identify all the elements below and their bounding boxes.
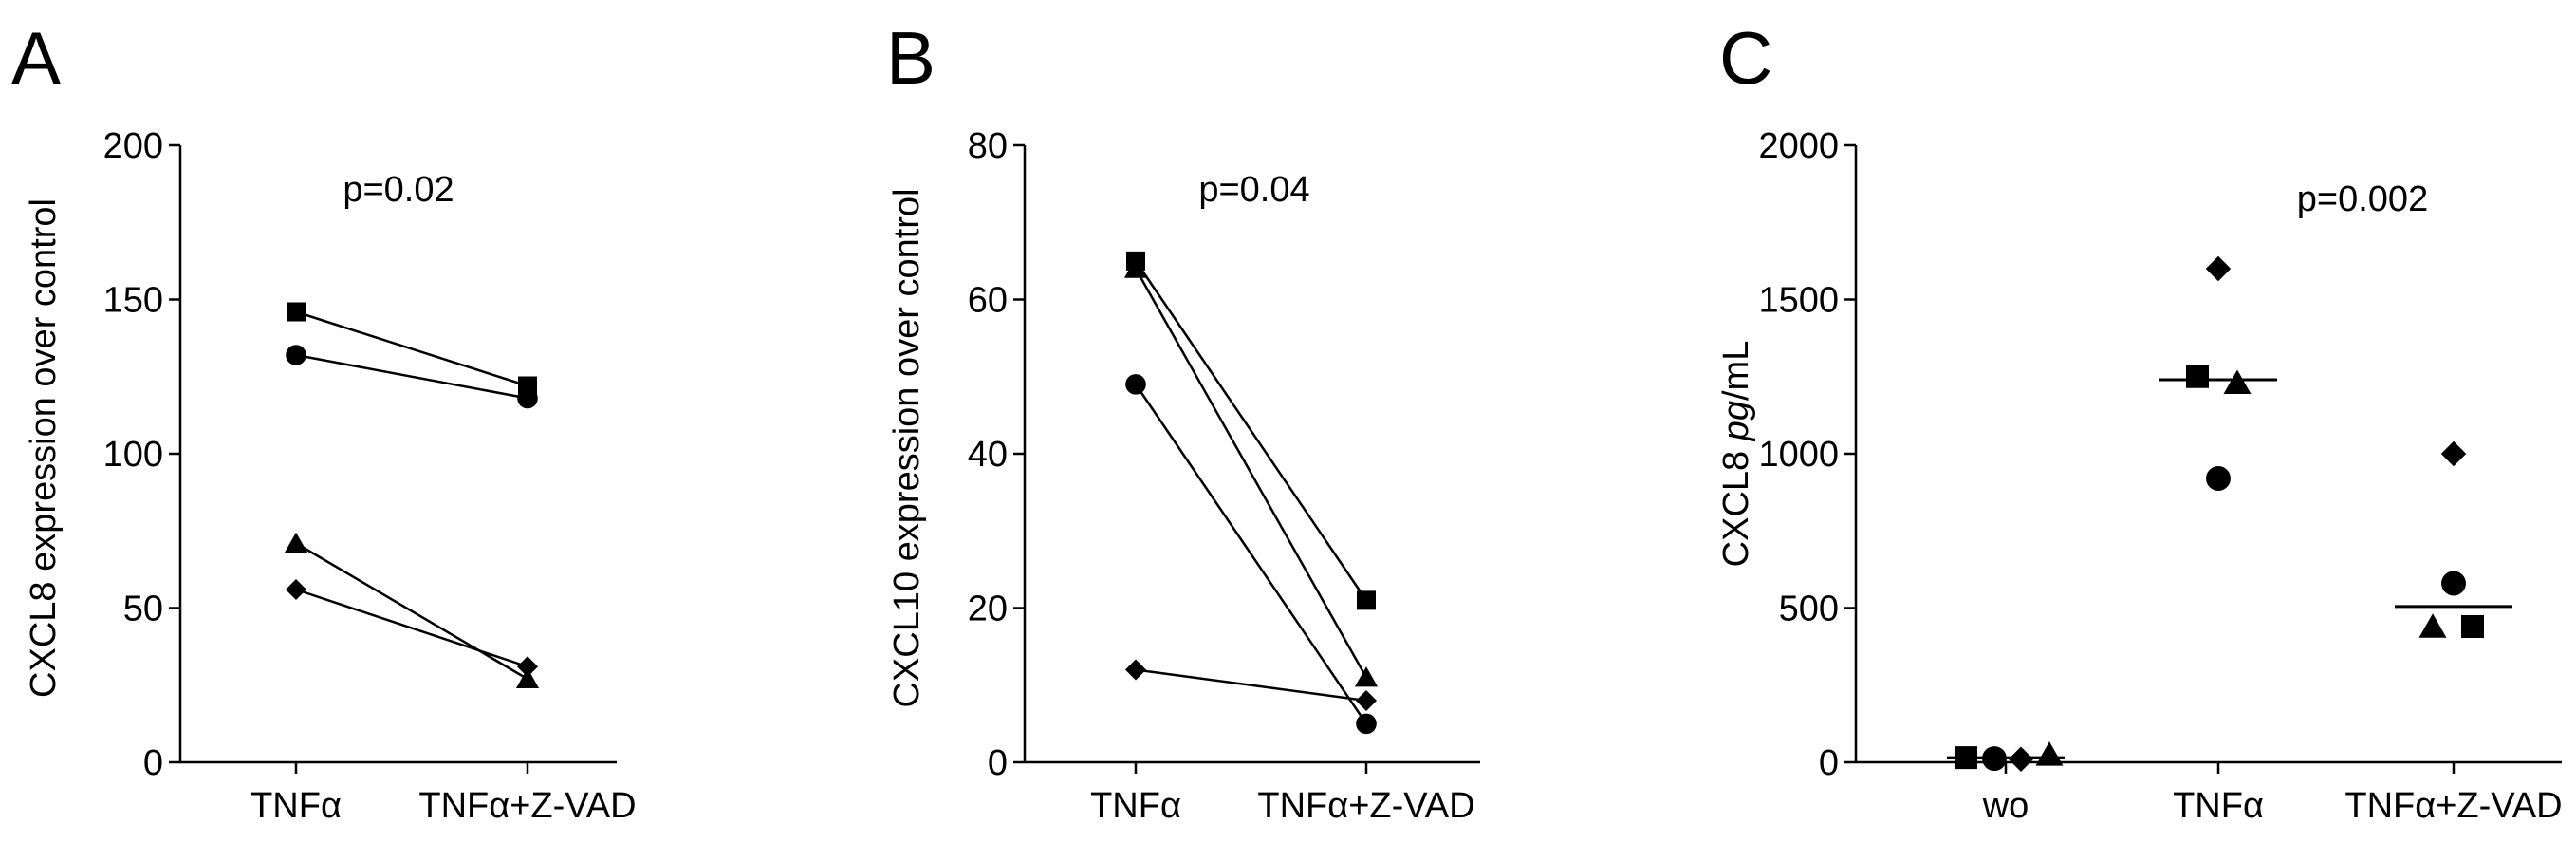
panel-c-point-triangle (2035, 741, 2064, 766)
panel-a: A CXCL8 expression over control p=0.02 0… (11, 16, 637, 826)
panel-c-point-triangle (2223, 369, 2252, 394)
panel-c-letter: C (1719, 16, 1772, 100)
panel-c-point-diamond (2008, 746, 2034, 772)
panel-b-x-tick-label: TNFα (1090, 786, 1181, 826)
panel-a-y-tick-label: 100 (103, 435, 163, 475)
panel-b-y-tick-label: 20 (968, 590, 1008, 629)
panel-c-point-circle (2441, 571, 2466, 596)
panel-c-x-tick-label: TNFα (2173, 786, 2264, 826)
panel-b-point-circle-0 (1125, 374, 1146, 395)
panel-c-ylabel-post: /mL (1716, 341, 1756, 401)
panel-a-series-line-circle (295, 353, 528, 400)
panel-b-series-line-circle (1134, 384, 1368, 725)
panel-b-y-tick-label: 0 (988, 743, 1008, 783)
panel-c-point-circle (2206, 466, 2231, 491)
panel-a-pvalue: p=0.02 (343, 170, 454, 210)
panel-a-y-tick-label: 150 (103, 281, 163, 321)
panel-c: C CXCL8 pg/mL p=0.002 0 500 1000 1500 2000 wo… (1716, 16, 2563, 826)
panel-a-point-triangle-0 (284, 532, 308, 553)
panel-b-point-triangle-0 (1123, 257, 1148, 278)
panel-b-point-triangle-1 (1354, 666, 1379, 687)
panel-c-y-tick-label: 500 (1779, 590, 1839, 629)
panel-a-y-tick-label: 50 (123, 590, 163, 629)
panel-b-pvalue: p=0.04 (1198, 170, 1309, 210)
panel-a-point-diamond-1 (517, 656, 538, 678)
panel-a-x-tick-label: TNFα+Z-VAD (418, 786, 636, 826)
panel-a-series-line-triangle (295, 542, 528, 681)
panel-c-point-square (1955, 746, 1977, 770)
panel-a-plot: 0 50 100 150 200 TNFα TNFα+Z-VAD (103, 126, 637, 826)
panel-b-point-diamond-1 (1356, 690, 1377, 711)
panel-b: B CXCL10 expression over control p=0.04 … (886, 16, 1480, 826)
panel-c-x-tick-label: TNFα+Z-VAD (2344, 786, 2562, 826)
panel-a-point-diamond-0 (286, 579, 306, 600)
panel-c-ylabel-unit-italic: pg (1716, 401, 1756, 441)
panel-b-letter: B (886, 16, 936, 100)
panel-b-plot: 0 20 40 60 80 TNFα TNFα+Z-VAD (968, 126, 1480, 826)
panel-c-x-tick-label: wo (1982, 786, 2029, 826)
panel-c-point-triangle (2418, 613, 2447, 638)
panel-b-series-line-square (1134, 260, 1368, 602)
panel-b-ylabel: CXCL10 expression over control (887, 188, 927, 707)
panel-a-x-tick-label: TNFα (250, 786, 342, 826)
panel-a-series-line-square (295, 310, 528, 387)
panel-b-series-line-diamond (1135, 668, 1367, 702)
panel-b-point-circle-1 (1356, 713, 1377, 735)
panel-c-pvalue: p=0.002 (2297, 179, 2428, 219)
panel-a-y-tick-label: 200 (103, 126, 163, 166)
panel-a-point-triangle-1 (515, 667, 540, 689)
panel-a-series-line-diamond (295, 588, 528, 668)
panel-a-point-circle-1 (517, 387, 538, 409)
panel-c-point-circle (1982, 746, 2007, 772)
panel-c-point-square (2461, 615, 2484, 638)
panel-c-point-diamond (2440, 440, 2467, 467)
panel-c-point-diamond (2205, 255, 2232, 282)
panel-b-y-tick-label: 40 (968, 435, 1008, 475)
panel-c-point-square (2186, 365, 2209, 388)
panel-c-ylabel: CXCL8 pg/mL (1716, 341, 1756, 568)
panel-a-point-circle-0 (286, 345, 306, 365)
panel-a-ylabel: CXCL8 expression over control (24, 198, 64, 698)
panel-b-y-tick-label: 80 (968, 126, 1008, 166)
panel-a-y-tick-label: 0 (143, 743, 163, 783)
panel-c-ylabel-pre: CXCL8 (1716, 440, 1756, 567)
panel-a-point-square-0 (287, 302, 306, 322)
panel-c-y-tick-label: 1000 (1758, 435, 1839, 475)
panel-b-series-line-triangle (1134, 268, 1368, 679)
panel-b-point-square-1 (1357, 590, 1376, 610)
panel-c-plot: 0 500 1000 1500 2000 wo TNFα TNFα+Z-VAD (1758, 126, 2562, 826)
panel-c-y-tick-label: 2000 (1758, 126, 1839, 166)
panel-b-x-tick-label: TNFα+Z-VAD (1257, 786, 1474, 826)
panel-c-y-tick-label: 1500 (1758, 281, 1839, 321)
panel-a-letter: A (11, 16, 61, 100)
panel-c-y-tick-label: 0 (1819, 743, 1839, 783)
panel-b-point-diamond-0 (1125, 659, 1146, 681)
panel-b-y-tick-label: 60 (968, 281, 1008, 321)
